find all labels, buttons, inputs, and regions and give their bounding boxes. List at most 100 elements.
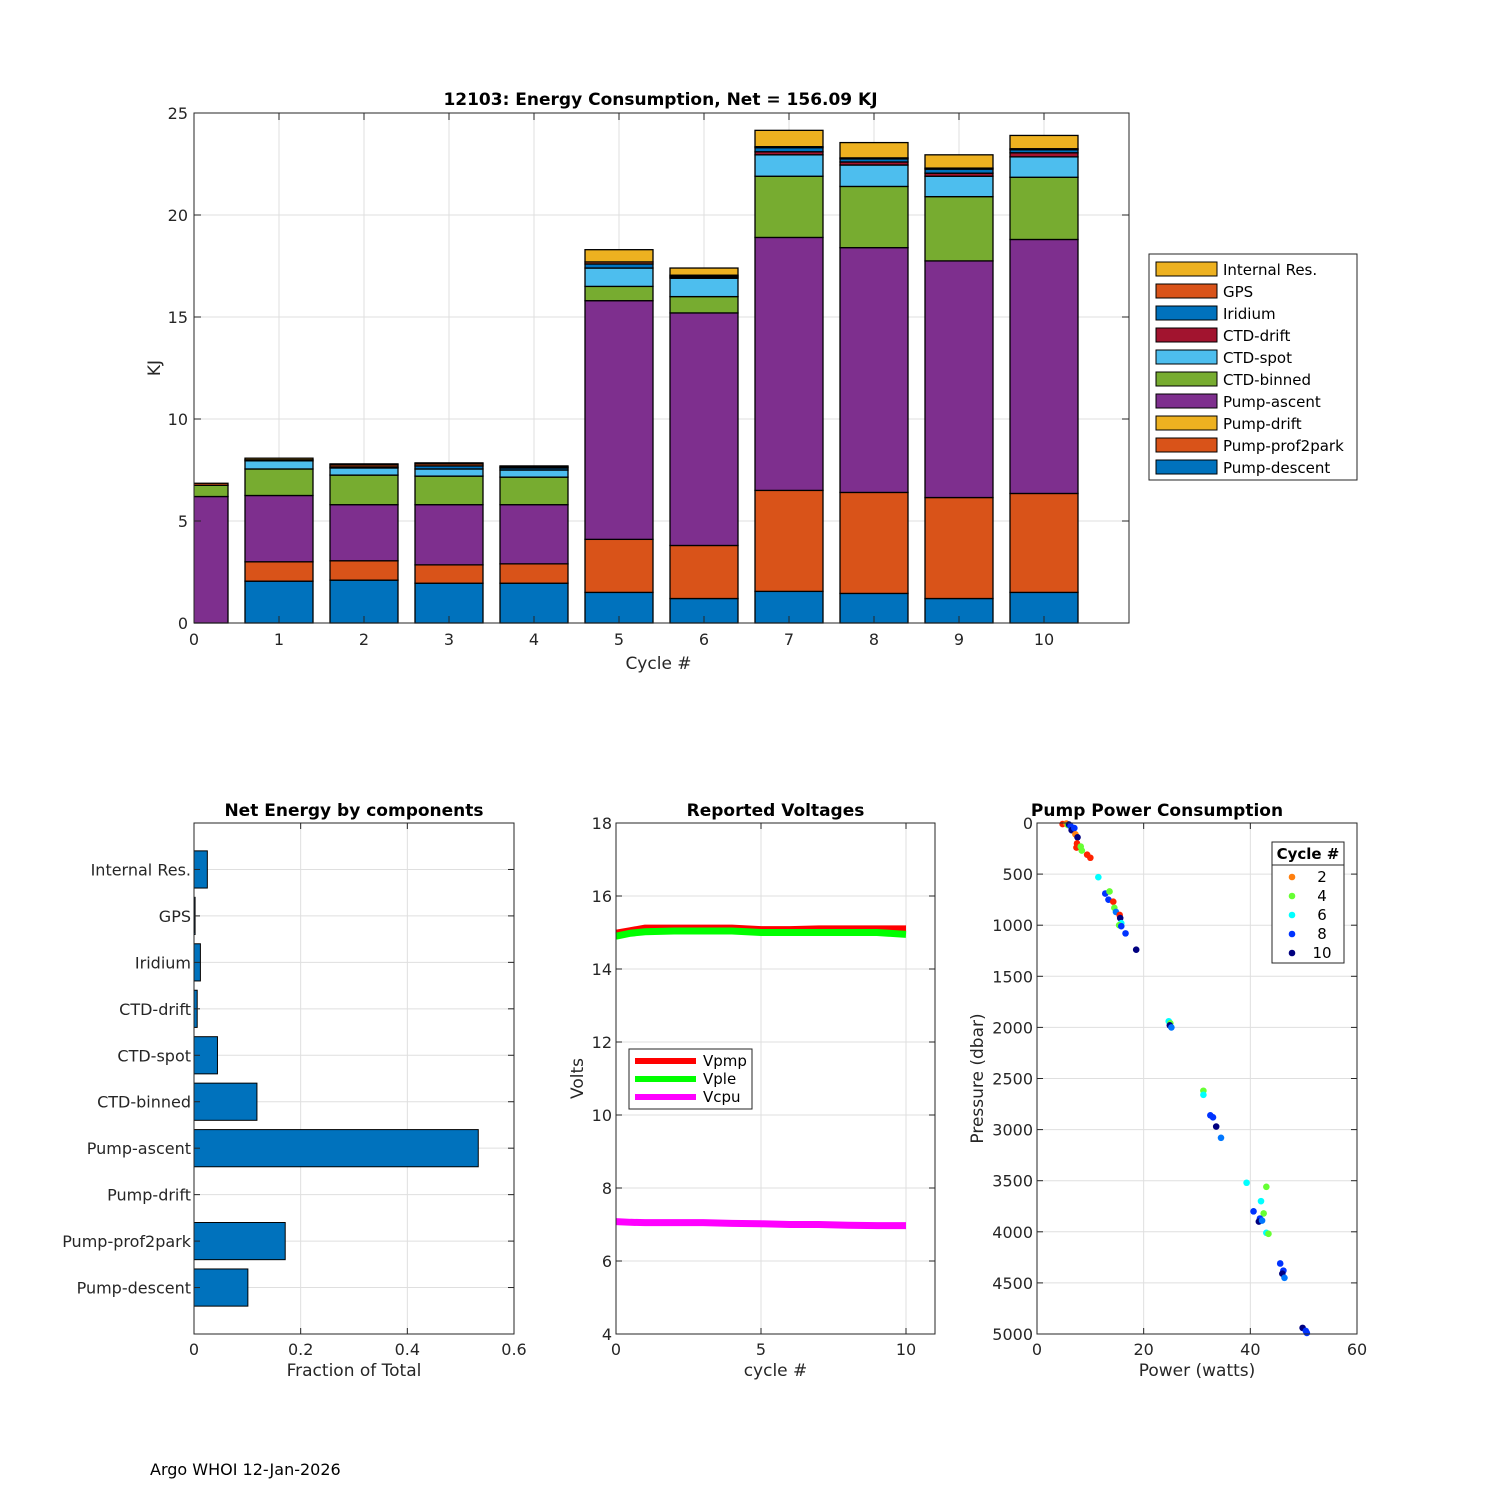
bar-segment-pump-ascent	[669, 312, 739, 547]
x-axis-label: cycle #	[744, 1361, 808, 1381]
y-tick-label: 20	[168, 206, 188, 225]
bar-segment-ctd-spot	[839, 164, 909, 188]
legend-label: 6	[1317, 906, 1327, 924]
legend: Internal Res. GPS Iridium CTD-drift CTD-spot…	[1148, 253, 1358, 481]
y-axis-label: KJ	[145, 360, 165, 376]
y-tick-label: 4000	[992, 1223, 1033, 1242]
x-axis-label: Power (watts)	[1139, 1361, 1256, 1381]
bar-segment-internal-res-	[414, 462, 484, 465]
legend-swatch	[1155, 393, 1218, 409]
bar-segment-pump-prof2park	[754, 489, 824, 593]
data-point	[1276, 1260, 1284, 1267]
y-tick-label: CTD-drift	[119, 1000, 191, 1019]
y-axis-label: Volts	[568, 1058, 588, 1099]
bar-segment-pump-prof2park	[414, 564, 484, 584]
x-axis-label: Cycle #	[625, 654, 691, 674]
x-tick-label: 0.2	[288, 1340, 313, 1359]
y-tick-label: 25	[168, 104, 188, 123]
data-point	[1200, 1091, 1207, 1099]
x-tick-label: 20	[1133, 1340, 1153, 1359]
legend-swatch	[1155, 371, 1218, 387]
data-point	[1109, 898, 1117, 905]
bar-segment-ctd-spot	[329, 467, 399, 476]
bar-segment-pump-prof2park	[1009, 492, 1079, 594]
chart-title: Net Energy by components	[224, 801, 483, 821]
data-point	[1168, 1024, 1175, 1031]
energy-stacked-bar-chart: 0 1 2 3 4 5 6 7 8 9 10 0 5 10 15 20 25 Cycle # KJ 12103: En…	[0, 90, 1358, 674]
data-point	[1260, 1210, 1267, 1217]
y-tick-label: 10	[168, 410, 188, 429]
legend-label: Pump-ascent	[1223, 393, 1321, 411]
axis-mask	[0, 108, 194, 628]
bar-segment-ctd-binned	[1009, 176, 1079, 241]
data-point	[1078, 847, 1086, 854]
y-tick-label: 10	[592, 1106, 612, 1125]
bar-segment-ctd-binned	[329, 474, 399, 506]
data-point	[1243, 1179, 1250, 1187]
y-tick-label: 0	[1023, 814, 1033, 833]
legend-label: Vcpu	[703, 1088, 741, 1106]
y-tick-label: 0	[178, 614, 188, 633]
data-point	[1132, 946, 1140, 954]
bar-segment-pump-ascent	[1009, 238, 1079, 495]
bar-segment-pump-prof2park	[244, 561, 314, 582]
legend-label: Iridium	[1223, 305, 1276, 323]
legend-swatch	[1155, 261, 1218, 277]
data-point	[1303, 1329, 1311, 1337]
legend-label: 4	[1317, 887, 1327, 905]
chart-title: Reported Voltages	[687, 801, 865, 821]
data-point	[1257, 1197, 1265, 1205]
x-tick-label: 0.4	[395, 1340, 420, 1359]
bar-segment-pump-ascent	[839, 246, 909, 494]
x-axis-label: Fraction of Total	[287, 1361, 422, 1381]
bar-segment-internal-res-	[924, 154, 994, 169]
y-tick-label: Pump-drift	[107, 1186, 191, 1205]
bar-segment-ctd-spot	[754, 154, 824, 177]
data-point	[1095, 873, 1102, 881]
x-tick-label: 1	[274, 630, 284, 649]
legend-box	[1271, 841, 1345, 964]
bar-segment-ctd-spot	[1009, 156, 1079, 178]
legend-marker	[1288, 892, 1296, 900]
legend-marker	[1288, 873, 1296, 881]
legend-label: 2	[1317, 868, 1327, 886]
data-point	[1265, 1230, 1272, 1238]
y-tick-label: 4	[602, 1325, 612, 1344]
legend-label: Pump-descent	[1223, 459, 1330, 477]
bar-segment-pump-ascent	[329, 504, 399, 562]
bar-segment-pump-prof2park	[924, 496, 994, 600]
bar-segment-ctd-spot	[924, 175, 994, 198]
y-tick-label: Pump-ascent	[87, 1139, 191, 1158]
legend-label: CTD-drift	[1223, 327, 1290, 345]
bar-segment-pump-ascent	[244, 494, 314, 563]
bar-segment-pump-prof2park	[329, 560, 399, 581]
y-tick-label: 500	[1002, 865, 1033, 884]
bar-pump-descent	[193, 1268, 249, 1307]
legend-label: Internal Res.	[1223, 261, 1317, 279]
y-tick-label: 8	[602, 1179, 612, 1198]
data-point	[1122, 930, 1129, 937]
y-tick-label: 5000	[992, 1325, 1033, 1344]
bar-segment-pump-prof2park	[584, 538, 654, 594]
legend-label: Pump-prof2park	[1223, 437, 1344, 455]
legend-label: GPS	[1223, 283, 1253, 301]
legend-swatch	[1155, 459, 1218, 475]
bar-segment-ctd-binned	[669, 295, 739, 314]
bar-segment-ctd-binned	[584, 285, 654, 302]
legend-label: Vple	[703, 1070, 736, 1088]
bar-segment-ctd-binned	[244, 468, 314, 497]
data-point	[1116, 914, 1124, 922]
x-tick-label: 8	[869, 630, 879, 649]
y-tick-label: Pump-descent	[77, 1279, 191, 1298]
y-tick-label: 6	[602, 1252, 612, 1271]
bar-segment-pump-prof2park	[669, 544, 739, 600]
y-tick-label: 15	[168, 308, 188, 327]
bar-segment-pump-ascent	[754, 236, 824, 492]
y-tick-label: Iridium	[135, 953, 191, 972]
x-tick-label: 0.6	[501, 1340, 526, 1359]
data-point	[1263, 1183, 1270, 1191]
data-point	[1106, 888, 1113, 895]
data-point	[1074, 834, 1081, 841]
bar-segment-ctd-spot	[414, 468, 484, 477]
